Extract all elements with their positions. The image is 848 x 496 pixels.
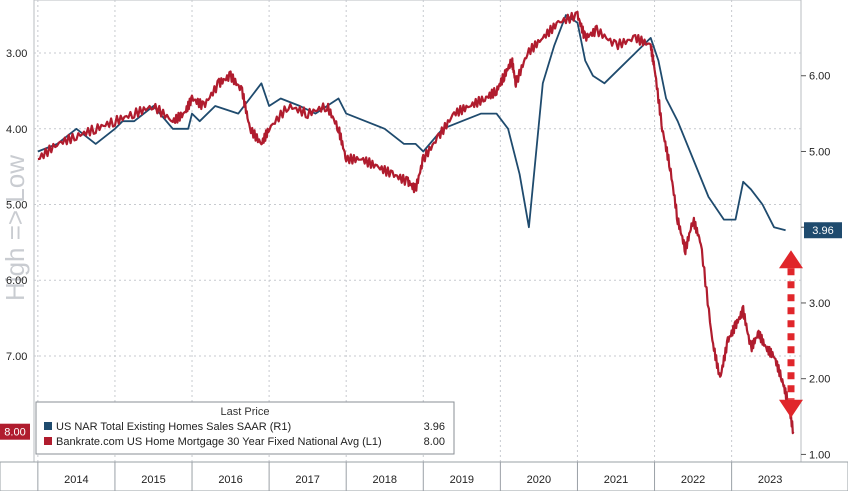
legend-header: Last Price xyxy=(221,406,270,418)
right-tick-label: 5.00 xyxy=(809,146,830,158)
arrow-head-up xyxy=(779,250,803,269)
legend-value-homes: 3.96 xyxy=(424,421,445,433)
arrow-head-down xyxy=(779,399,803,418)
left-tick-label: 5.00 xyxy=(6,199,27,211)
right-tick-label: 3.00 xyxy=(809,298,830,310)
x-axis-band xyxy=(0,461,848,492)
x-tick-label: 2016 xyxy=(218,474,242,486)
x-tick-label: 2014 xyxy=(64,474,88,486)
annotation-layer xyxy=(779,250,803,418)
right-last-value-badge xyxy=(804,222,842,239)
right-tick-label: 6.00 xyxy=(809,71,830,83)
left-tick-label: 3.00 xyxy=(6,48,27,60)
x-tick-label: 2022 xyxy=(681,474,705,486)
left-tick-label: 4.00 xyxy=(6,124,27,136)
x-axis: 2014 2015 2016 2017 2018 2019 2020 2021 2022 2023 xyxy=(0,461,848,492)
right-last-value: 3.96 xyxy=(812,225,833,237)
legend-box xyxy=(35,401,455,455)
x-tick-label: 2018 xyxy=(372,474,396,486)
legend-swatch-mortgage xyxy=(44,437,52,445)
x-tick-label: 2017 xyxy=(295,474,319,486)
left-tick-label: 7.00 xyxy=(6,351,27,363)
x-tick-label: 2020 xyxy=(527,474,551,486)
side-label: High => Low xyxy=(0,155,30,301)
series-line-homes xyxy=(37,14,786,232)
left-axis: 3.00 4.00 5.00 6.00 7.00 xyxy=(6,48,27,363)
legend-swatch-homes xyxy=(44,422,52,430)
right-tick-label: 1.00 xyxy=(809,449,830,461)
grid xyxy=(33,0,802,463)
left-last-value: 8.00 xyxy=(4,427,25,439)
plot-frame xyxy=(33,0,802,463)
x-tick-label: 2023 xyxy=(758,474,782,486)
legend-value-mortgage: 8.00 xyxy=(424,436,445,448)
series-line-mortgage xyxy=(37,10,795,435)
series-layer xyxy=(37,10,795,435)
legend-label-homes: US NAR Total Existing Homes Sales SAAR (… xyxy=(56,421,291,433)
left-last-value-badge xyxy=(0,423,30,440)
x-tick-label: 2019 xyxy=(450,474,474,486)
legend-label-mortgage: Bankrate.com US Home Mortgage 30 Year Fi… xyxy=(56,436,382,448)
right-tick-label: 2.00 xyxy=(809,374,830,386)
legend: Last Price US NAR Total Existing Homes S… xyxy=(35,401,455,455)
x-tick-label: 2021 xyxy=(604,474,628,486)
badge-layer: 3.96 8.00 xyxy=(0,222,842,440)
right-axis: 6.005.004.003.002.001.00 xyxy=(801,71,830,461)
x-tick-label: 2015 xyxy=(141,474,165,486)
left-tick-label: 6.00 xyxy=(6,275,27,287)
